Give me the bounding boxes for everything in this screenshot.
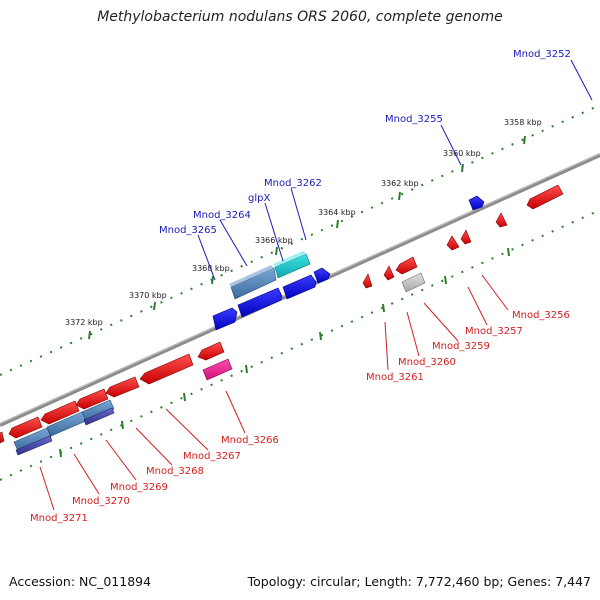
reverse-gene-labels: Mnod_3256 Mnod_3257 Mnod_3259 Mnod_3260 …	[30, 310, 570, 524]
reverse-leaders	[39, 274, 509, 511]
gene-feature[interactable]	[401, 272, 426, 293]
genome-summary-text: Topology: circular; Length: 7,772,460 bp…	[247, 574, 591, 589]
gene-label[interactable]: Mnod_3257	[465, 326, 523, 337]
gene-feature[interactable]	[468, 195, 485, 211]
gene-label[interactable]: Mnod_3271	[30, 513, 88, 524]
gene-feature[interactable]	[75, 388, 109, 410]
gene-feature[interactable]	[282, 274, 317, 300]
gene-label[interactable]: Mnod_3255	[385, 114, 443, 125]
gene-feature[interactable]	[0, 431, 5, 444]
gene-feature[interactable]	[81, 399, 115, 422]
forward-genes	[212, 195, 485, 331]
gene-feature[interactable]	[8, 416, 43, 439]
gene-feature[interactable]	[40, 400, 80, 425]
gene-feature[interactable]	[495, 212, 508, 228]
gene-feature[interactable]	[230, 267, 277, 300]
gene-label[interactable]: Mnod_3265	[159, 225, 217, 236]
gene-label[interactable]: Mnod_3268	[146, 466, 204, 477]
gene-label[interactable]: Mnod_3270	[72, 496, 130, 507]
gene-feature[interactable]	[383, 265, 395, 281]
scale-label: 3366 kbp	[255, 236, 293, 245]
gene-feature[interactable]	[460, 229, 472, 245]
gene-label[interactable]: Mnod_3259	[432, 341, 490, 352]
gene-feature[interactable]	[395, 256, 418, 275]
gene-label[interactable]: Mnod_3261	[366, 372, 424, 383]
gene-label[interactable]: Mnod_3260	[398, 357, 456, 368]
gene-feature[interactable]	[197, 341, 225, 361]
scale-label: 3364 kbp	[318, 208, 356, 217]
gene-feature[interactable]	[13, 427, 52, 452]
gene-feature[interactable]	[237, 287, 283, 318]
major-ticks-inner	[59, 247, 510, 458]
gene-label[interactable]: Mnod_3267	[183, 451, 241, 462]
gene-label[interactable]: Mnod_3264	[193, 210, 251, 221]
gene-feature[interactable]	[362, 273, 373, 289]
gene-label[interactable]: Mnod_3256	[512, 310, 570, 321]
forward-leaders	[197, 59, 593, 281]
gene-feature[interactable]	[446, 235, 460, 251]
gene-feature[interactable]	[139, 353, 194, 385]
map-title: Methylobacterium nodulans ORS 2060, comp…	[97, 9, 503, 25]
scale-label: 3360 kbp	[443, 149, 481, 158]
gene-feature[interactable]	[83, 407, 115, 426]
gene-label[interactable]: Mnod_3269	[110, 482, 168, 493]
major-ticks-outer	[88, 135, 526, 340]
scale-label: 3362 kbp	[381, 179, 419, 188]
gene-feature[interactable]	[526, 184, 564, 210]
scale-label: 3370 kbp	[129, 291, 167, 300]
gene-label[interactable]: Mnod_3266	[221, 435, 279, 446]
gene-feature[interactable]	[313, 267, 331, 284]
gene-label[interactable]: glpX	[248, 193, 270, 204]
inner-tick-track	[0, 209, 600, 481]
reverse-genes	[0, 184, 564, 456]
gene-feature[interactable]	[274, 253, 311, 279]
gene-feature[interactable]	[105, 376, 140, 398]
gene-feature[interactable]	[212, 307, 238, 331]
accession-text: Accession: NC_011894	[9, 574, 152, 589]
gene-feature-shadow	[229, 265, 274, 287]
gene-feature-shadow	[273, 251, 306, 267]
forward-gene-labels: Mnod_3252 Mnod_3255 Mnod_3262 glpX Mnod_…	[159, 49, 571, 236]
gene-label[interactable]: Mnod_3262	[264, 178, 322, 189]
gene-feature[interactable]	[202, 358, 233, 381]
gene-feature[interactable]	[15, 435, 53, 456]
scale-label: 3372 kbp	[65, 318, 103, 327]
gene-label[interactable]: Mnod_3252	[513, 49, 571, 60]
scale-label: 3358 kbp	[504, 118, 542, 127]
